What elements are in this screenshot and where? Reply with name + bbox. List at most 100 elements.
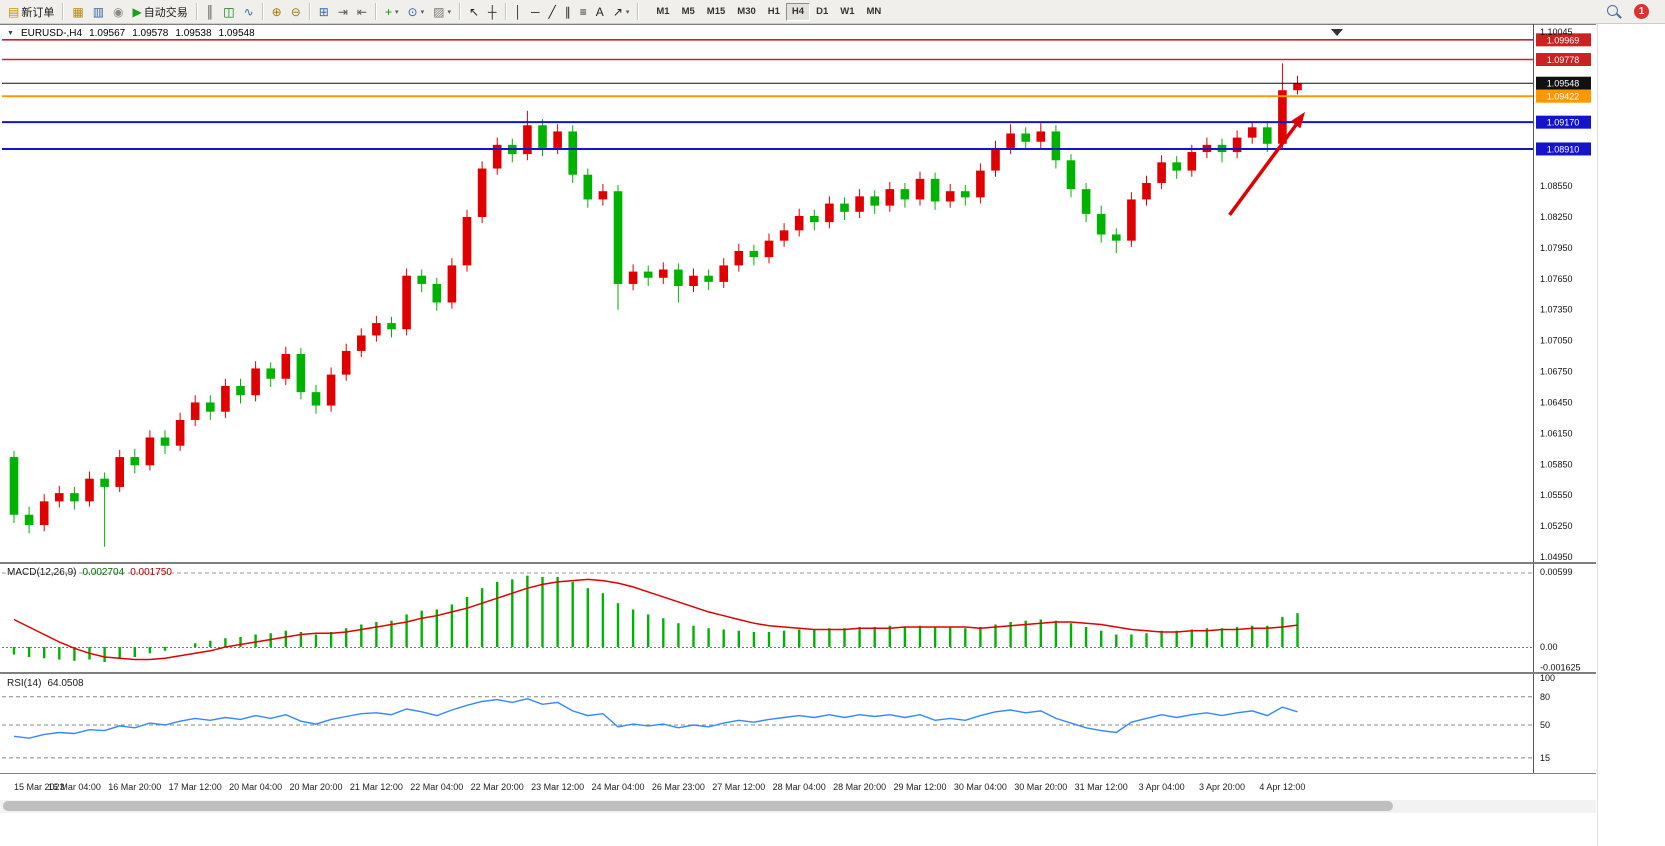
ohlc-close: 1.09548	[218, 28, 255, 39]
text-button[interactable]: A	[592, 2, 608, 22]
svg-text:1.07350: 1.07350	[1540, 305, 1573, 315]
toolbar-separator	[458, 3, 461, 20]
ohlc-low: 1.09538	[175, 28, 212, 39]
crosshair-button[interactable]: ┼	[484, 2, 501, 22]
price-line-1.09170[interactable]: 1.09170	[2, 115, 1591, 129]
ohlc-high: 1.09578	[132, 28, 169, 39]
chart-canvas[interactable]: 1.09969 1.09778 1.09548 1.09422 1.09170 1.089…	[0, 24, 1665, 846]
bar-chart-button[interactable]: ║	[202, 2, 219, 22]
fibonacci-button[interactable]: ≡	[576, 2, 591, 22]
svg-text:1.06450: 1.06450	[1540, 397, 1573, 407]
play-icon: ▶	[132, 4, 142, 19]
price-line-1.09969[interactable]: 1.09969	[2, 33, 1591, 47]
right-margin	[1597, 24, 1665, 846]
search-lens	[1607, 4, 1618, 16]
svg-text:1.05850: 1.05850	[1540, 459, 1573, 469]
svg-text:4 Apr 12:00: 4 Apr 12:00	[1259, 782, 1305, 792]
svg-text:16 Mar 20:00: 16 Mar 20:00	[108, 782, 161, 792]
macd-signal-value: 0.001750	[130, 567, 172, 578]
svg-text:1.05550: 1.05550	[1540, 490, 1573, 500]
vertical-line-icon: │	[514, 4, 523, 19]
toolbar-separator	[261, 3, 264, 20]
zoom-in-button[interactable]: ⊕	[268, 2, 286, 22]
ohlc-open: 1.09567	[89, 28, 126, 39]
trend-arrow[interactable]	[1228, 111, 1306, 216]
timeframe-d1-button[interactable]: D1	[810, 3, 834, 21]
auto-scroll-button[interactable]: ⇤	[353, 2, 371, 22]
timeframe-m15-button[interactable]: M15	[701, 3, 731, 21]
shift-end-button[interactable]: ⇥	[334, 2, 352, 22]
rsi-name: RSI(14)	[7, 678, 42, 689]
tile-windows-button[interactable]: ⊞	[315, 2, 333, 22]
svg-text:1.06750: 1.06750	[1540, 367, 1573, 377]
price-line-1.09778[interactable]: 1.09778	[2, 53, 1591, 67]
line-chart-button[interactable]: ∿	[240, 2, 258, 22]
timeframe-m30-button[interactable]: M30	[731, 3, 761, 21]
svg-text:31 Mar 12:00: 31 Mar 12:00	[1075, 782, 1128, 792]
svg-text:1.09969: 1.09969	[1547, 35, 1580, 45]
data-window-icon: ◉	[113, 4, 124, 19]
timeframe-m1-button[interactable]: M1	[650, 3, 675, 21]
svg-text:27 Mar 12:00: 27 Mar 12:00	[712, 782, 765, 792]
new-order-button[interactable]: ▤ 新订单	[4, 2, 58, 22]
scroll-end-marker[interactable]	[1331, 29, 1343, 36]
svg-text:22 Mar 04:00: 22 Mar 04:00	[410, 782, 463, 792]
svg-text:17 Mar 12:00: 17 Mar 12:00	[169, 782, 222, 792]
price-line-1.09548[interactable]: 1.09548	[2, 76, 1591, 90]
svg-text:1.09778: 1.09778	[1547, 55, 1580, 65]
zoom-out-button[interactable]: ⊖	[287, 2, 305, 22]
macd-histogram	[12, 575, 1299, 663]
indicators-plus-icon: +	[384, 4, 392, 19]
price-line-1.08910[interactable]: 1.08910	[2, 142, 1591, 156]
chevron-down-icon: ▾	[625, 8, 630, 16]
vertical-line-button[interactable]: │	[511, 2, 527, 22]
timeframe-m5-button[interactable]: M5	[676, 3, 701, 21]
cursor-button[interactable]: ↖	[465, 2, 483, 22]
charts-button[interactable]: ▦	[68, 2, 87, 22]
price-line-1.09422[interactable]: 1.09422	[2, 89, 1591, 103]
svg-text:0.00: 0.00	[1540, 642, 1558, 652]
indicators-button[interactable]: + ▾	[381, 2, 403, 22]
svg-text:3 Apr 20:00: 3 Apr 20:00	[1199, 782, 1245, 792]
cursor-icon: ↖	[468, 4, 480, 19]
channel-button[interactable]: ∥	[561, 2, 575, 22]
price-axis[interactable]	[1533, 24, 1596, 773]
timeframe-w1-button[interactable]: W1	[834, 3, 860, 21]
toolbar-right: 1	[1606, 4, 1661, 20]
price-axis-labels: 1.10045 1.08550 1.08250 1.07950 1.07650 1.073…	[1540, 27, 1573, 562]
text-icon: A	[595, 4, 604, 19]
timeframe-mn-button[interactable]: MN	[860, 3, 887, 21]
svg-text:26 Mar 23:00: 26 Mar 23:00	[652, 782, 705, 792]
crosshair-icon: ┼	[488, 4, 497, 19]
svg-text:0.00599: 0.00599	[1540, 567, 1573, 577]
search-icon[interactable]	[1606, 4, 1622, 20]
macd-main-value: 0.002704	[82, 567, 125, 578]
time-axis[interactable]	[0, 774, 1533, 796]
timeframe-h1-button[interactable]: H1	[762, 3, 786, 21]
trendline-button[interactable]: ╱	[545, 2, 560, 22]
svg-text:1.08910: 1.08910	[1547, 144, 1580, 154]
template-icon: ▨	[433, 4, 445, 19]
scrollbar-thumb[interactable]	[3, 801, 1393, 811]
market-watch-button[interactable]: ▥	[89, 2, 108, 22]
candlesticks	[9, 63, 1302, 547]
chevron-down-icon: ▾	[395, 8, 399, 16]
chart-grid-icon: ▦	[72, 4, 84, 19]
candlestick-chart-button[interactable]: ◫	[219, 2, 238, 22]
svg-text:30 Mar 20:00: 30 Mar 20:00	[1014, 782, 1067, 792]
templates-button[interactable]: ▨ ▾	[429, 2, 455, 22]
svg-text:1.08250: 1.08250	[1540, 212, 1573, 222]
symbol-dropdown-icon[interactable]: ▼	[7, 30, 14, 37]
timeframe-h4-button[interactable]: H4	[785, 2, 811, 21]
notification-badge[interactable]: 1	[1634, 4, 1649, 19]
arrows-button[interactable]: ↗ ▾	[609, 2, 634, 22]
trendline-icon: ╱	[548, 4, 556, 19]
horizontal-scrollbar[interactable]	[0, 800, 1596, 813]
svg-text:100: 100	[1540, 673, 1555, 683]
horizontal-line-button[interactable]: ─	[527, 2, 544, 22]
auto-trading-button[interactable]: ▶ 自动交易	[129, 2, 192, 22]
periods-button[interactable]: ⊙ ▾	[404, 2, 429, 22]
data-window-button[interactable]: ◉	[109, 2, 127, 22]
svg-text:1.07650: 1.07650	[1540, 274, 1573, 284]
